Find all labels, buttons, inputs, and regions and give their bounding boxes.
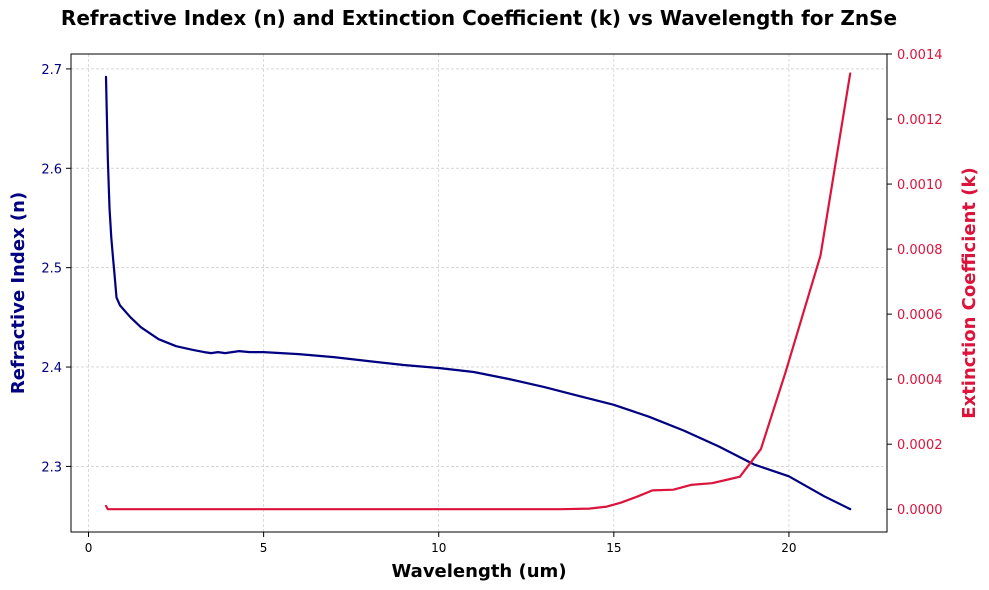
y-right-tick-label: 0.0008 [897,243,943,258]
plot-frame [70,53,888,533]
y-right-tick-label: 0.0004 [897,373,943,388]
x-tick-label: 20 [781,541,796,555]
y-left-tick-label: 2.7 [41,63,62,78]
x-tick-label: 10 [431,541,446,555]
chart-title: Refractive Index (n) and Extinction Coef… [61,6,897,30]
y-right-tick-label: 0.0000 [897,503,943,518]
x-axis-label: Wavelength (um) [391,561,566,582]
x-tick-label: 5 [260,541,268,555]
y-left-tick-label: 2.5 [41,262,62,277]
y-left-axis-ticks: 2.3 2.4 2.5 2.6 2.7 [41,63,71,475]
y-right-tick-label: 0.0012 [897,113,943,128]
grid [71,54,887,532]
y-left-tick-label: 2.6 [41,162,62,177]
y-right-tick-label: 0.0010 [897,178,943,193]
y-left-tick-label: 2.3 [41,460,62,475]
x-axis-ticks: 0 5 10 15 20 [85,532,797,555]
extinction-coefficient-line [104,72,852,511]
y-left-axis-label: Refractive Index (n) [8,192,29,394]
series-layer [104,72,852,511]
y-right-tick-label: 0.0014 [897,48,943,63]
y-left-tick-label: 2.4 [41,361,62,376]
y-right-tick-label: 0.0002 [897,438,943,453]
y-right-axis-ticks: 0.0000 0.0002 0.0004 0.0006 0.0008 0.0010 0.00… [887,48,943,518]
y-right-tick-label: 0.0006 [897,308,943,323]
refractive-index-line [104,75,852,511]
y-right-axis-label: Extinction Coefficient (k) [959,167,980,418]
x-tick-label: 0 [85,541,93,555]
x-tick-label: 15 [606,541,621,555]
